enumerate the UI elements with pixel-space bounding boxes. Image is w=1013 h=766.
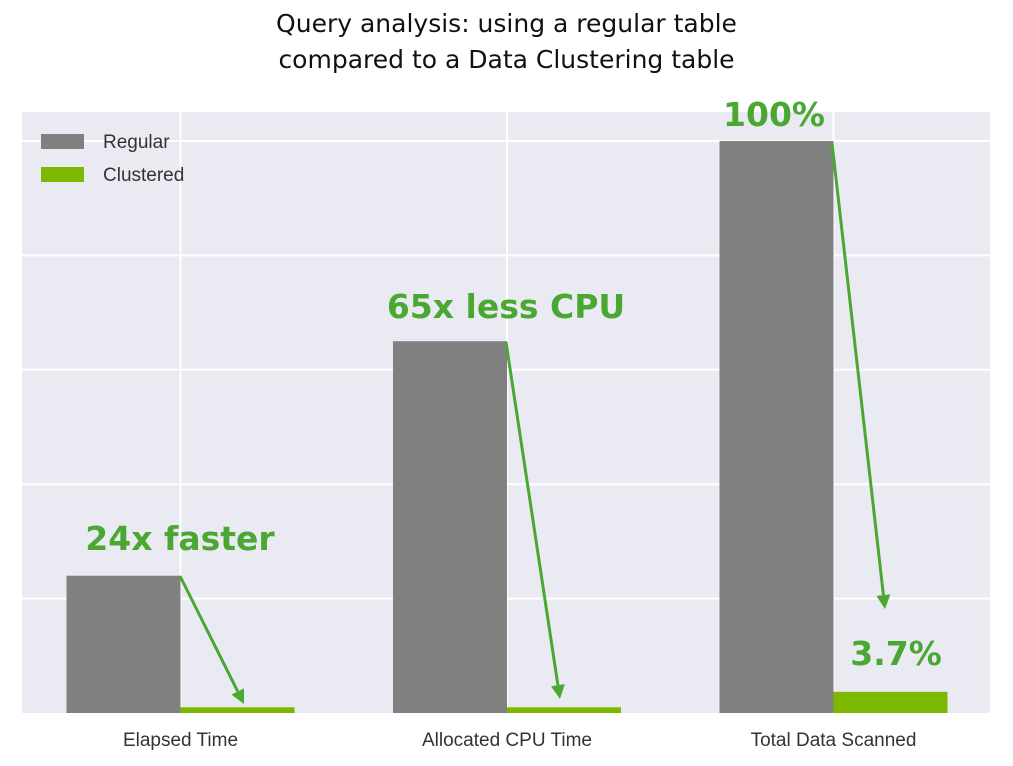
legend-label-regular: Regular <box>103 132 170 153</box>
legend-swatch-clustered <box>41 167 84 182</box>
legend-swatch-regular <box>41 134 84 149</box>
legend-label-clustered: Clustered <box>103 165 184 186</box>
bar-regular <box>66 575 181 713</box>
arrow-line <box>830 142 885 596</box>
bar-regular <box>719 141 834 713</box>
bar-clustered <box>507 707 621 713</box>
x-tick-label: Total Data Scanned <box>751 730 917 751</box>
x-tick-label: Elapsed Time <box>123 730 238 751</box>
arrow-head-icon <box>876 594 891 609</box>
arrow-line <box>504 341 560 686</box>
annotation-label: 100% <box>723 95 825 134</box>
arrow-head-icon <box>231 688 244 704</box>
chart-title-line-2: compared to a Data Clustering table <box>278 45 735 74</box>
annotation-label: 24x faster <box>85 519 275 558</box>
arrow-head-icon <box>550 684 565 699</box>
legend: Regular Clustered <box>41 132 184 186</box>
x-tick-label: Allocated CPU Time <box>422 730 592 751</box>
bar-clustered <box>180 707 295 713</box>
chart-title-line-1: Query analysis: using a regular table <box>276 9 737 38</box>
annotations: 24x faster 65x less CPU 100% 3.7% <box>85 95 941 673</box>
bars <box>66 141 948 713</box>
arrow-line <box>178 575 240 693</box>
annotation-label: 65x less CPU <box>387 287 625 326</box>
bar-clustered <box>833 691 948 713</box>
annotation-label: 3.7% <box>850 634 942 673</box>
x-axis-labels: Elapsed Time Allocated CPU Time Total Data… <box>123 730 916 751</box>
bar-regular <box>393 341 507 713</box>
annotation-arrows <box>178 142 891 704</box>
chart-title: Query analysis: using a regular table co… <box>0 6 1013 78</box>
